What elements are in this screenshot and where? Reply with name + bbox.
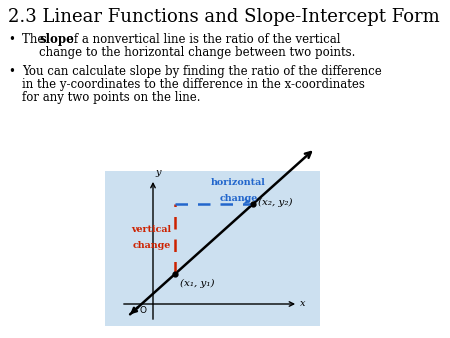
Text: slope: slope: [39, 33, 74, 46]
Text: of a nonvertical line is the ratio of the vertical: of a nonvertical line is the ratio of th…: [63, 33, 341, 46]
Text: change: change: [133, 241, 171, 250]
Text: y: y: [155, 168, 161, 177]
Text: vertical: vertical: [131, 225, 171, 234]
Bar: [105, 171, 320, 326]
Text: You can calculate slope by finding the ratio of the difference: You can calculate slope by finding the r…: [22, 65, 382, 78]
Text: •: •: [8, 33, 15, 46]
Text: 2.3 Linear Functions and Slope-Intercept Form: 2.3 Linear Functions and Slope-Intercept…: [8, 8, 440, 26]
Text: •: •: [8, 65, 15, 78]
Text: (x₁, y₁): (x₁, y₁): [180, 279, 215, 288]
Text: for any two points on the line.: for any two points on the line.: [22, 91, 201, 104]
Text: The: The: [22, 33, 48, 46]
Text: O: O: [140, 306, 147, 315]
Text: x: x: [300, 299, 306, 309]
Text: in the y-coordinates to the difference in the x-coordinates: in the y-coordinates to the difference i…: [22, 78, 365, 91]
Text: change to the horizontal change between two points.: change to the horizontal change between …: [39, 46, 356, 59]
Text: horizontal: horizontal: [211, 178, 266, 187]
Text: change: change: [219, 194, 257, 203]
Text: (x₂, y₂): (x₂, y₂): [258, 197, 292, 207]
